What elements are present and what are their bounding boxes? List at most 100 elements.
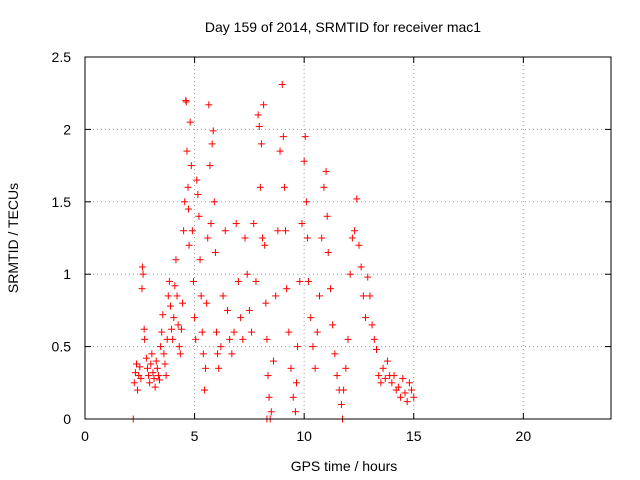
data-point: [184, 205, 192, 213]
data-point: [329, 321, 337, 329]
data-points: [129, 81, 418, 423]
data-point: [196, 256, 204, 264]
x-tick-label: 15: [406, 428, 422, 444]
data-point: [232, 220, 240, 228]
data-point: [160, 350, 168, 358]
data-point: [149, 369, 157, 377]
chart-title: Day 159 of 2014, SRMTID for receiver mac…: [205, 19, 481, 35]
data-point: [348, 234, 356, 242]
data-point: [151, 383, 159, 391]
data-point: [401, 389, 409, 397]
data-point: [175, 343, 183, 351]
data-point: [267, 408, 275, 416]
x-tick-label: 10: [296, 428, 312, 444]
data-point: [359, 292, 367, 300]
y-tick-label: 2: [63, 121, 71, 137]
data-point: [333, 372, 341, 380]
data-point: [164, 292, 172, 300]
data-point: [180, 227, 188, 235]
data-point: [153, 364, 161, 372]
data-point: [189, 277, 197, 285]
data-point: [230, 328, 238, 336]
axes: [84, 56, 612, 420]
data-point: [355, 241, 363, 249]
data-point: [145, 372, 153, 380]
data-point: [300, 157, 308, 165]
data-point: [138, 285, 146, 293]
data-point: [195, 212, 203, 220]
x-tick-labels: 0 5 10 15 20: [81, 428, 531, 444]
data-point: [226, 335, 234, 343]
data-point: [203, 299, 211, 307]
data-point: [357, 263, 365, 271]
data-point: [265, 393, 273, 401]
data-point: [199, 350, 207, 358]
data-point: [177, 325, 185, 333]
data-point: [210, 198, 218, 206]
data-point: [372, 345, 380, 353]
data-point: [388, 379, 396, 387]
data-point: [161, 360, 169, 368]
data-point: [131, 369, 139, 377]
data-point: [192, 335, 200, 343]
data-point: [179, 299, 187, 307]
data-point: [397, 393, 405, 401]
data-point: [331, 350, 339, 358]
data-point: [208, 140, 216, 148]
data-point: [245, 306, 253, 314]
data-point: [217, 343, 225, 351]
data-point: [364, 273, 372, 281]
data-point: [171, 282, 179, 290]
data-point: [302, 198, 310, 206]
data-point: [262, 299, 270, 307]
data-point: [181, 198, 189, 206]
data-point: [274, 227, 282, 235]
data-point: [243, 270, 251, 278]
data-point: [219, 292, 227, 300]
data-point: [143, 364, 151, 372]
data-point: [206, 162, 214, 170]
data-point: [168, 325, 176, 333]
data-point: [169, 335, 177, 343]
data-point: [209, 127, 217, 135]
data-point: [194, 191, 202, 199]
data-point: [303, 234, 311, 242]
data-point: [311, 364, 319, 372]
data-point: [301, 133, 309, 141]
data-point: [142, 354, 150, 362]
data-point: [264, 372, 272, 380]
data-point: [320, 183, 328, 191]
data-point: [154, 372, 162, 380]
grid-lines: [85, 57, 611, 419]
data-point: [202, 364, 210, 372]
data-point: [342, 364, 350, 372]
data-point: [214, 350, 222, 358]
data-point: [172, 256, 180, 264]
data-point: [390, 372, 398, 380]
data-point: [173, 292, 181, 300]
data-point: [272, 292, 280, 300]
data-point: [234, 277, 242, 285]
x-tick-label: 20: [516, 428, 532, 444]
data-point: [186, 118, 194, 126]
data-point: [318, 234, 326, 242]
data-point: [193, 176, 201, 184]
data-point: [313, 328, 321, 336]
data-point: [257, 140, 265, 148]
data-point: [174, 321, 182, 329]
data-point: [165, 277, 173, 285]
data-point: [394, 383, 402, 391]
data-point: [183, 147, 191, 155]
data-point: [166, 302, 174, 310]
data-point: [279, 133, 287, 141]
data-point: [292, 379, 300, 387]
data-point: [158, 328, 166, 336]
data-point: [323, 212, 331, 220]
data-point: [283, 285, 291, 293]
data-point: [141, 335, 149, 343]
data-point: [152, 357, 160, 365]
data-point: [408, 386, 416, 394]
data-point: [241, 234, 249, 242]
data-point: [134, 386, 142, 394]
